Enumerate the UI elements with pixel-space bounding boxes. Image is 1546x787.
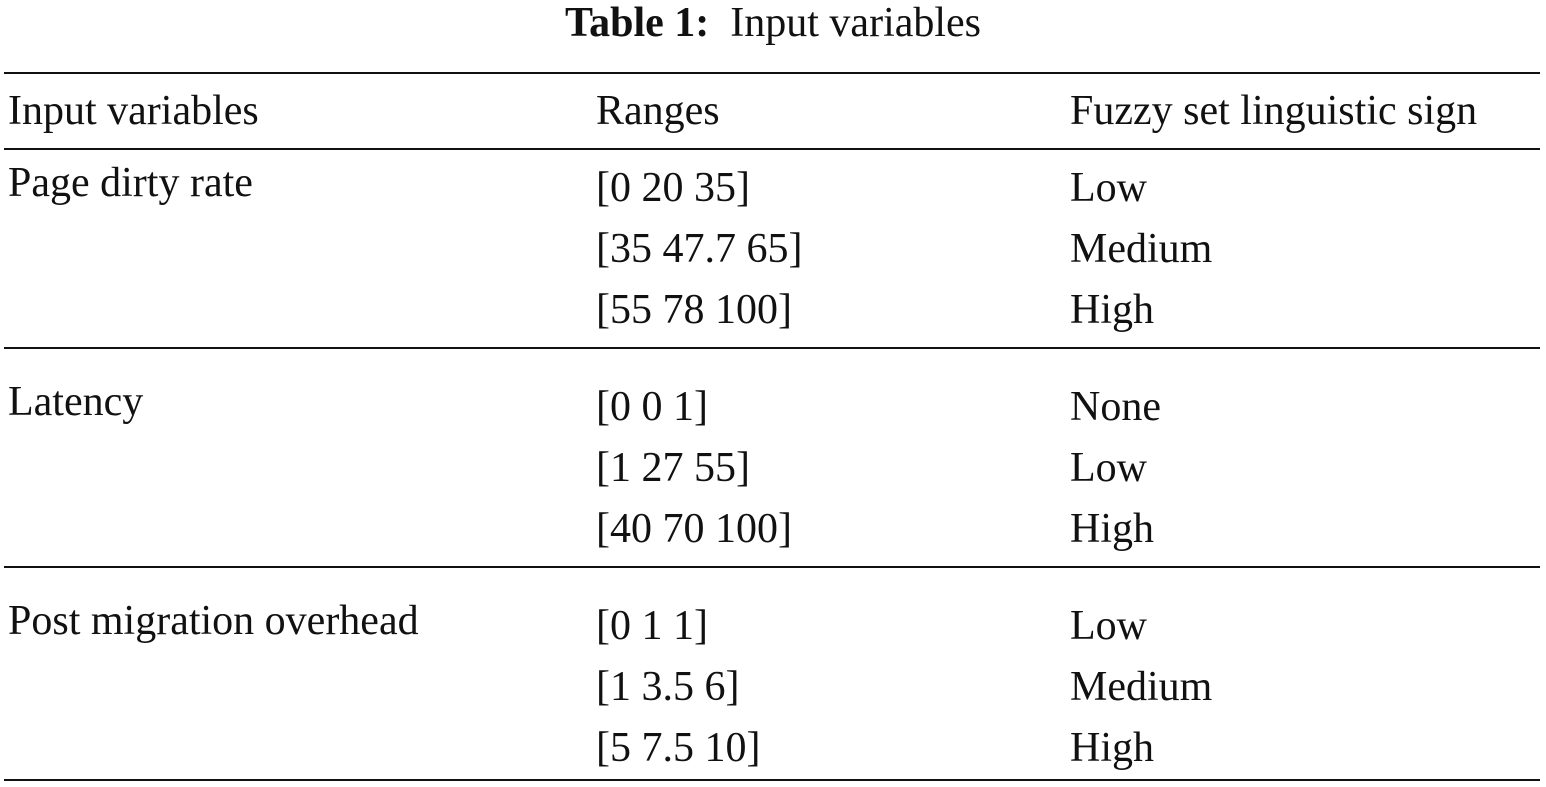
group-divider bbox=[4, 566, 1540, 568]
sign-cell: Medium bbox=[1070, 664, 1213, 710]
sign-cell: Low bbox=[1070, 165, 1147, 211]
sign-cell: Low bbox=[1070, 603, 1147, 649]
range-cell: [1 3.5 6] bbox=[596, 664, 740, 710]
sign-cell: High bbox=[1070, 287, 1154, 333]
variable-name: Latency bbox=[8, 379, 144, 425]
range-cell: [55 78 100] bbox=[596, 287, 792, 333]
top-rule bbox=[4, 72, 1540, 74]
range-cell: [1 27 55] bbox=[596, 445, 750, 491]
sign-cell: Low bbox=[1070, 445, 1147, 491]
caption-label: Table 1: bbox=[564, 0, 710, 46]
range-cell: [40 70 100] bbox=[596, 506, 792, 552]
variable-name: Post migration overhead bbox=[8, 598, 419, 644]
sign-cell: High bbox=[1070, 506, 1154, 552]
header-ranges: Ranges bbox=[596, 88, 720, 134]
header-input-variables: Input variables bbox=[8, 88, 259, 134]
table-caption: Table 1: Input variables bbox=[0, 0, 1546, 46]
range-cell: [5 7.5 10] bbox=[596, 725, 761, 771]
sign-cell: Medium bbox=[1070, 226, 1213, 272]
bottom-rule bbox=[4, 779, 1540, 781]
caption-text: Input variables bbox=[730, 0, 982, 46]
header-rule bbox=[4, 148, 1540, 150]
range-cell: [35 47.7 65] bbox=[596, 226, 803, 272]
variable-name: Page dirty rate bbox=[8, 160, 253, 206]
range-cell: [0 0 1] bbox=[596, 384, 708, 430]
sign-cell: None bbox=[1070, 384, 1161, 430]
range-cell: [0 1 1] bbox=[596, 603, 708, 649]
header-fuzzy-set-linguistic-sign: Fuzzy set linguistic sign bbox=[1070, 88, 1478, 134]
range-cell: [0 20 35] bbox=[596, 165, 750, 211]
sign-cell: High bbox=[1070, 725, 1154, 771]
group-divider bbox=[4, 347, 1540, 349]
